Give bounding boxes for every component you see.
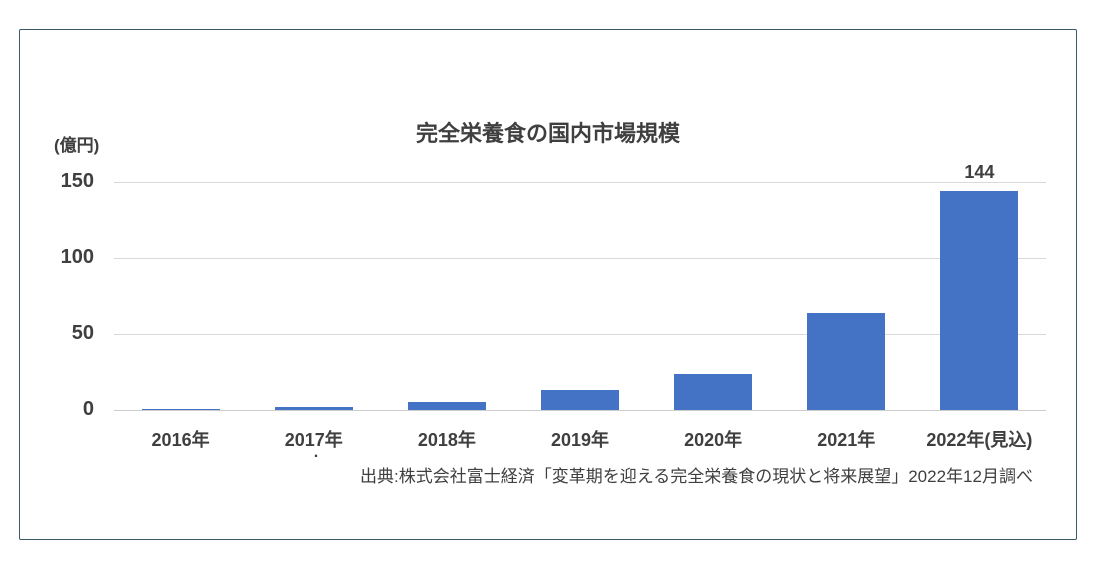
x-axis-tick-label: 2021年	[817, 430, 876, 450]
bar	[274, 406, 353, 410]
bar-value-label: 144	[964, 162, 995, 183]
x-axis-tick-label: 2016年	[151, 430, 210, 450]
gridline	[114, 182, 1046, 183]
y-axis-tick-label: 0	[82, 398, 94, 420]
x-axis-tick-label: 2017年	[284, 430, 343, 450]
y-axis-tick-label: 150	[60, 170, 94, 192]
x-axis-tick-label: 2022年(見込)	[926, 430, 1033, 450]
gridline	[114, 334, 1046, 335]
x-axis-baseline	[114, 410, 1046, 411]
bar	[674, 373, 753, 410]
x-axis-tick-labels: 2016年 2017年 2018年 2019年 2020年 2021年 2022年(見込)	[114, 426, 1046, 452]
y-axis-tick-label: 50	[71, 322, 94, 344]
bar	[141, 409, 220, 410]
plot-area: 144	[114, 162, 1046, 411]
y-axis-unit-label: (億円)	[54, 136, 100, 155]
source-caption: 出典:株式会社富士経済「変革期を迎える完全栄養食の現状と将来展望」2022年12…	[360, 467, 1033, 486]
x-axis-tick-label: 2018年	[417, 430, 476, 450]
stray-period-mark: .	[313, 444, 319, 461]
y-axis-tick-label: 100	[60, 246, 94, 268]
x-axis-tick-label: 2019年	[550, 430, 610, 450]
chart-card: 完全栄養食の国内市場規模 (億円) 0 50 100 150 144 2016年 201…	[19, 29, 1077, 540]
y-axis-tick-labels: 0 50 100 150	[20, 170, 94, 420]
bar	[541, 390, 619, 410]
gridline	[114, 258, 1046, 259]
bar	[407, 402, 486, 410]
bar	[807, 312, 886, 410]
chart-title: 完全栄養食の国内市場規模	[415, 121, 680, 146]
bar	[940, 191, 1019, 410]
x-axis-tick-label: 2020年	[684, 430, 743, 450]
